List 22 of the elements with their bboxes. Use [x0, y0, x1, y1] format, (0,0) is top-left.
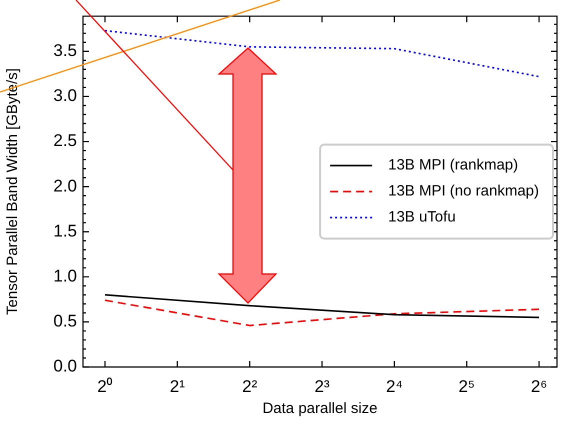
line-series [104, 30, 540, 78]
legend-label: 13B uTofu [388, 208, 456, 226]
line-series [104, 299, 540, 326]
y-tick-label: 2.5 [53, 131, 77, 150]
x-tick-label: 2² [242, 376, 258, 396]
x-axis-title: Data parallel size [262, 400, 378, 418]
legend-label: 13B MPI (rankmap) [388, 156, 518, 174]
x-tick-label: 2³ [314, 376, 330, 396]
x-tick-label: 2¹ [170, 376, 186, 396]
x-tick-label: 2⁴ [386, 376, 403, 396]
x-tick-label: 2⁶ [530, 376, 548, 396]
y-tick-label: 1.0 [53, 266, 77, 286]
y-tick-label: 3.0 [53, 86, 77, 106]
y-tick-label: 3.5 [53, 41, 77, 60]
y-tick-label: 0.0 [53, 356, 77, 376]
y-tick-label: 0.5 [53, 312, 77, 331]
y-axis-title: Tensor Parallel Band Width [GByte/s] [4, 68, 22, 315]
x-tick-label: 2⁵ [458, 376, 475, 396]
y-tick-label: 1.5 [53, 221, 77, 240]
legend-label: 13B MPI (no rankmap) [388, 182, 540, 200]
x-tick-label: 2⁰ [97, 376, 113, 396]
y-tick-label: 2.0 [53, 176, 77, 196]
